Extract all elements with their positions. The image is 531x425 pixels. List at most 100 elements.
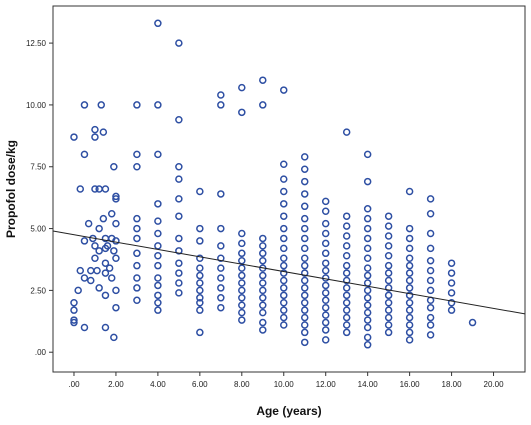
data-point xyxy=(384,261,393,270)
data-point xyxy=(384,242,393,250)
data-point xyxy=(259,256,267,265)
data-point xyxy=(321,318,330,327)
data-point xyxy=(112,192,120,201)
data-point xyxy=(154,252,162,260)
data-point xyxy=(426,209,435,218)
data-point xyxy=(70,299,78,307)
regression-line xyxy=(52,230,526,315)
data-point xyxy=(363,286,372,295)
data-point xyxy=(363,301,372,309)
data-point xyxy=(321,303,330,312)
data-point xyxy=(259,101,267,109)
data-point xyxy=(405,336,414,344)
data-point xyxy=(133,261,141,270)
data-point xyxy=(175,212,183,220)
data-point xyxy=(405,306,414,314)
data-point xyxy=(91,185,99,193)
data-point xyxy=(217,190,225,198)
data-point xyxy=(384,276,393,285)
data-point xyxy=(110,333,118,342)
data-point xyxy=(321,274,330,282)
data-point xyxy=(300,177,309,186)
data-point xyxy=(405,261,414,270)
data-point xyxy=(238,108,246,117)
data-point xyxy=(217,303,225,312)
data-point xyxy=(321,197,330,206)
x-tick-label: 14.00 xyxy=(358,380,379,389)
data-point xyxy=(342,291,351,300)
data-point xyxy=(154,291,162,300)
data-point xyxy=(70,316,78,324)
data-point xyxy=(259,249,267,258)
data-point xyxy=(196,254,204,262)
data-point xyxy=(87,276,95,285)
data-point xyxy=(342,306,351,314)
data-points xyxy=(70,19,477,349)
data-point xyxy=(133,150,141,159)
data-point xyxy=(133,249,141,258)
data-point xyxy=(259,318,267,327)
data-point xyxy=(238,83,246,92)
data-point xyxy=(405,313,414,322)
data-point xyxy=(238,316,246,324)
data-point xyxy=(384,269,393,277)
data-point xyxy=(259,286,267,295)
data-point xyxy=(405,244,414,253)
data-point xyxy=(238,308,246,317)
data-point xyxy=(426,244,435,253)
data-point xyxy=(363,323,372,332)
data-point xyxy=(93,266,101,275)
data-point xyxy=(363,333,372,342)
data-point xyxy=(133,224,141,233)
data-point xyxy=(405,276,414,285)
data-point xyxy=(300,234,309,243)
data-point xyxy=(196,224,204,233)
data-point xyxy=(280,244,288,253)
data-point xyxy=(91,133,99,141)
data-point xyxy=(342,269,351,277)
data-point xyxy=(384,222,393,230)
data-point xyxy=(259,279,267,287)
data-point xyxy=(175,259,183,267)
data-point xyxy=(196,237,204,245)
data-point xyxy=(342,321,351,329)
data-point xyxy=(384,232,393,240)
data-point xyxy=(342,232,351,240)
data-point xyxy=(384,212,393,220)
x-axis-ticks: .00 2.00 4.00 6.00 8.00 10.00 12.00 14.00 16.00 1… xyxy=(68,372,504,389)
data-point xyxy=(175,39,183,47)
data-point xyxy=(112,286,120,295)
data-point xyxy=(405,284,414,292)
data-point xyxy=(300,153,309,161)
data-point xyxy=(154,299,162,307)
data-point xyxy=(405,234,414,243)
data-point xyxy=(363,294,372,302)
data-point xyxy=(105,264,114,272)
data-point xyxy=(363,234,372,243)
data-point xyxy=(80,323,89,332)
data-point xyxy=(259,234,267,243)
data-point xyxy=(217,284,225,292)
data-point xyxy=(95,284,103,292)
data-point xyxy=(447,269,456,277)
data-point xyxy=(384,313,393,322)
data-point xyxy=(259,271,267,280)
data-point xyxy=(95,224,103,233)
data-point xyxy=(321,336,330,344)
data-point xyxy=(80,237,89,245)
plot-frame xyxy=(52,5,526,373)
data-point xyxy=(342,242,351,250)
data-point xyxy=(363,264,372,272)
data-point xyxy=(426,286,435,295)
data-point xyxy=(363,271,372,280)
data-point xyxy=(110,162,118,171)
data-point xyxy=(426,303,435,312)
data-point xyxy=(196,328,204,337)
data-point xyxy=(426,321,435,329)
data-point xyxy=(95,247,103,255)
data-point xyxy=(342,328,351,337)
data-point xyxy=(384,252,393,260)
data-point xyxy=(447,279,456,287)
data-point xyxy=(363,279,372,287)
